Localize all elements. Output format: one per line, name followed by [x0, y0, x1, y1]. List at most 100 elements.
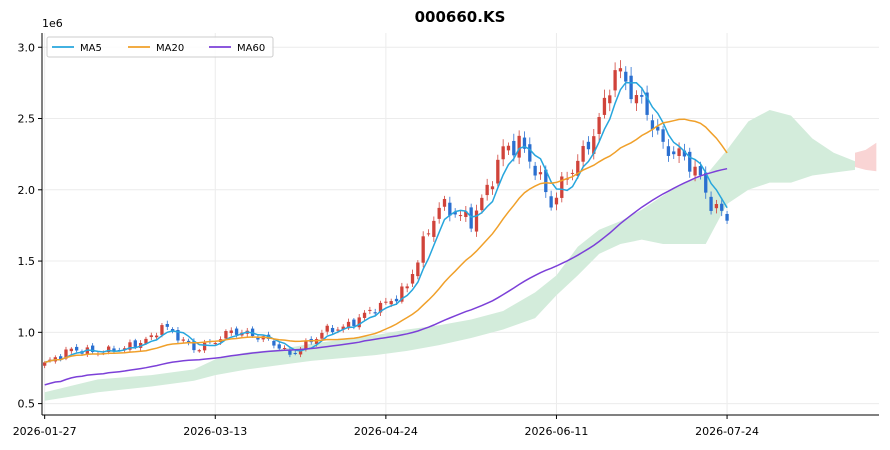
candle-body: [602, 97, 607, 115]
candle-body: [85, 347, 89, 355]
y-tick-label: 2.5: [18, 113, 36, 126]
candle-body: [128, 342, 132, 350]
candle-body: [378, 302, 383, 313]
candle-body: [394, 298, 399, 302]
candle-body: [554, 197, 559, 205]
candle-body: [629, 75, 633, 100]
ma5-line: [44, 81, 728, 364]
candle-body: [506, 145, 511, 151]
candle-body: [517, 135, 521, 158]
candles: [43, 60, 729, 369]
candle-body: [490, 186, 495, 190]
candle-body: [59, 356, 63, 359]
candle-body: [437, 207, 441, 219]
candle-body: [352, 319, 356, 326]
candle-body: [346, 321, 351, 329]
candle-body: [336, 329, 340, 331]
candle-body: [75, 346, 79, 351]
candle-body: [544, 169, 548, 193]
candle-body: [405, 286, 409, 289]
candle-body: [213, 342, 217, 344]
x-tick-label: 2026-06-11: [524, 425, 588, 438]
candle-body: [314, 339, 319, 344]
candle-body: [144, 338, 148, 344]
candle-body: [293, 353, 297, 355]
legend-ma5-label: MA5: [80, 43, 102, 54]
candle-body: [165, 323, 169, 327]
candle-body: [357, 317, 361, 328]
candle-body: [160, 325, 164, 335]
candle-body: [133, 340, 137, 347]
y-tick-label: 2.0: [18, 184, 36, 197]
candle-body: [149, 335, 153, 338]
candle-body: [661, 129, 665, 142]
candle-body: [282, 347, 287, 349]
candle-body: [592, 136, 596, 154]
candle-body: [560, 176, 564, 198]
candle-body: [442, 198, 447, 207]
candle-body: [576, 160, 580, 176]
axes: [41, 33, 879, 416]
candle-body: [192, 341, 196, 351]
candle-body: [202, 342, 207, 351]
y-tick-label: 3.0: [18, 41, 36, 54]
legend-ma60-label: MA60: [237, 43, 265, 54]
candle-body: [320, 332, 324, 339]
candle-body: [373, 312, 377, 314]
candle-body: [549, 196, 553, 208]
candle-body: [368, 309, 372, 311]
candle-body: [688, 151, 692, 172]
cloud-bear-segment: [855, 142, 877, 172]
y-axis-ticks: 0.5 1.0 1.5 2.0 2.5 3.0: [18, 41, 42, 411]
candle-body: [469, 207, 473, 229]
chart-title: 000660.KS: [415, 8, 506, 26]
legend: MA5 MA20 MA60: [46, 36, 274, 58]
candle-body: [512, 140, 516, 156]
y-multiplier-label: 1e6: [42, 17, 63, 30]
candle-body: [581, 146, 585, 162]
candle-body: [714, 204, 719, 209]
candle-body: [709, 196, 713, 211]
candle-body: [538, 172, 543, 175]
candle-body: [453, 212, 457, 215]
x-tick-label: 2026-04-24: [354, 425, 418, 438]
candle-body: [650, 120, 655, 130]
candle-body: [656, 126, 660, 131]
candle-body: [197, 350, 201, 352]
x-axis-ticks: 2026-01-27 2026-03-13 2026-04-24 2026-06-11…: [13, 415, 759, 438]
candle-body: [528, 144, 532, 162]
candle-body: [288, 349, 292, 355]
candle-body: [677, 148, 681, 156]
candle-body: [277, 344, 281, 349]
candle-body: [693, 166, 697, 176]
y-tick-label: 1.5: [18, 255, 36, 268]
candle-body: [672, 151, 676, 155]
candle-body: [69, 348, 73, 352]
candle-body: [181, 339, 185, 341]
candle-body: [720, 203, 724, 211]
candle-body: [64, 349, 68, 359]
candle-body: [90, 345, 95, 353]
candle-body: [480, 197, 484, 211]
candle-body: [624, 71, 628, 82]
gridlines: [42, 33, 879, 415]
candle-body: [341, 326, 345, 330]
candle-body: [704, 172, 708, 193]
candle-body: [698, 166, 703, 176]
y-tick-label: 0.5: [18, 398, 36, 411]
candle-body: [362, 312, 367, 318]
candle-body: [474, 210, 479, 232]
legend-ma20-label: MA20: [156, 43, 184, 54]
candle-body: [224, 331, 228, 339]
candle-body: [426, 233, 431, 235]
y-tick-label: 1.0: [18, 326, 36, 339]
candle-body: [608, 95, 612, 104]
candle-body: [640, 95, 644, 97]
candle-body: [330, 327, 335, 333]
candle-body: [234, 328, 239, 335]
candle-body: [501, 146, 505, 160]
candle-body: [522, 137, 527, 149]
candle-body: [298, 348, 303, 355]
x-tick-label: 2026-07-24: [695, 425, 759, 438]
